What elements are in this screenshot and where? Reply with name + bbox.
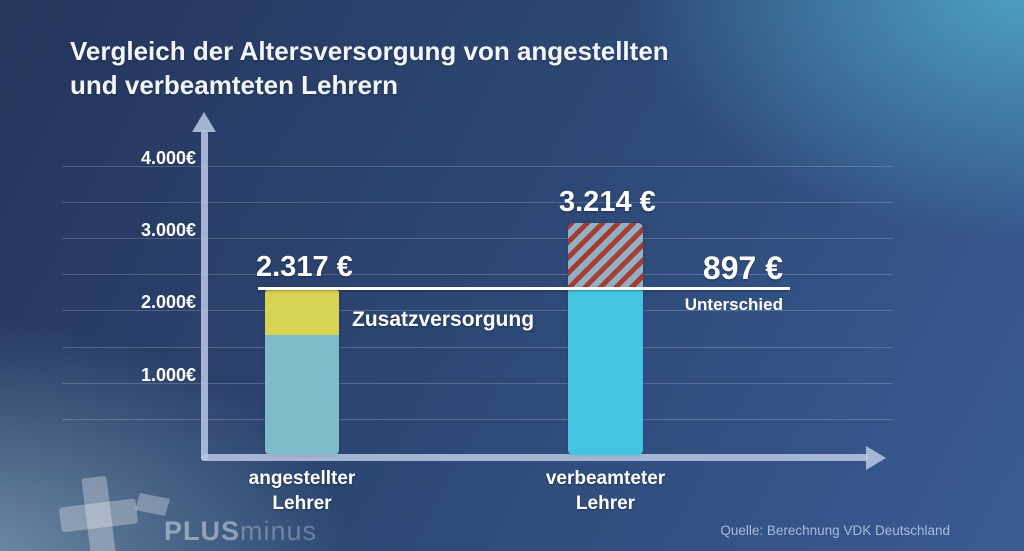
y-axis-arrow-icon [192,112,216,132]
plusminus-logo-text: PLUSminus [164,516,318,546]
bar-segment [265,335,339,455]
gridline [62,274,893,276]
gridline [62,418,893,420]
bar-segment [568,287,643,455]
y-axis-line [201,130,208,460]
category-label-angestellter: angestellter Lehrer [248,468,356,514]
gridline [62,201,893,203]
gridline [62,310,893,312]
gridline [62,238,893,240]
bar-verbeamteter [568,222,643,455]
bar-angestellter [265,287,339,455]
chart-title: Vergleich der Altersversorgung von anges… [70,34,669,102]
difference-caption: Unterschied [684,294,783,314]
bar-segment-unterschied [568,222,643,288]
gridline [62,382,893,384]
y-axis-tick-label: 4.000€ [140,147,196,168]
reference-line [258,286,790,290]
bar-total-label-verbeamteter: 3.214 € [559,185,656,218]
y-axis-tick-label: 1.000€ [140,364,196,385]
plusminus-logo-icon [48,471,178,551]
category-label-verbeamteter: verbeamteter Lehrer [545,468,666,514]
plusminus-logo: PLUSminus [48,471,317,551]
zusatzversorgung-label: Zusatzversorgung [352,308,535,331]
x-axis-arrow-icon [866,446,886,470]
gridline [62,165,893,167]
y-axis-tick-label: 3.000€ [140,220,196,241]
x-axis-line [201,454,869,461]
chart-title-line2: und verbeamteten Lehrern [70,70,398,100]
bar-segment-zusatzversorgung [265,287,339,335]
y-axis-tick-label: 2.000€ [140,292,196,313]
gridline [62,346,893,348]
difference-value: 897 € [702,249,783,286]
source-credit: Quelle: Berechnung VDK Deutschland [720,523,950,538]
chart-title-line1: Vergleich der Altersversorgung von anges… [70,36,669,66]
bar-total-label-angestellter: 2.317 € [256,250,353,283]
